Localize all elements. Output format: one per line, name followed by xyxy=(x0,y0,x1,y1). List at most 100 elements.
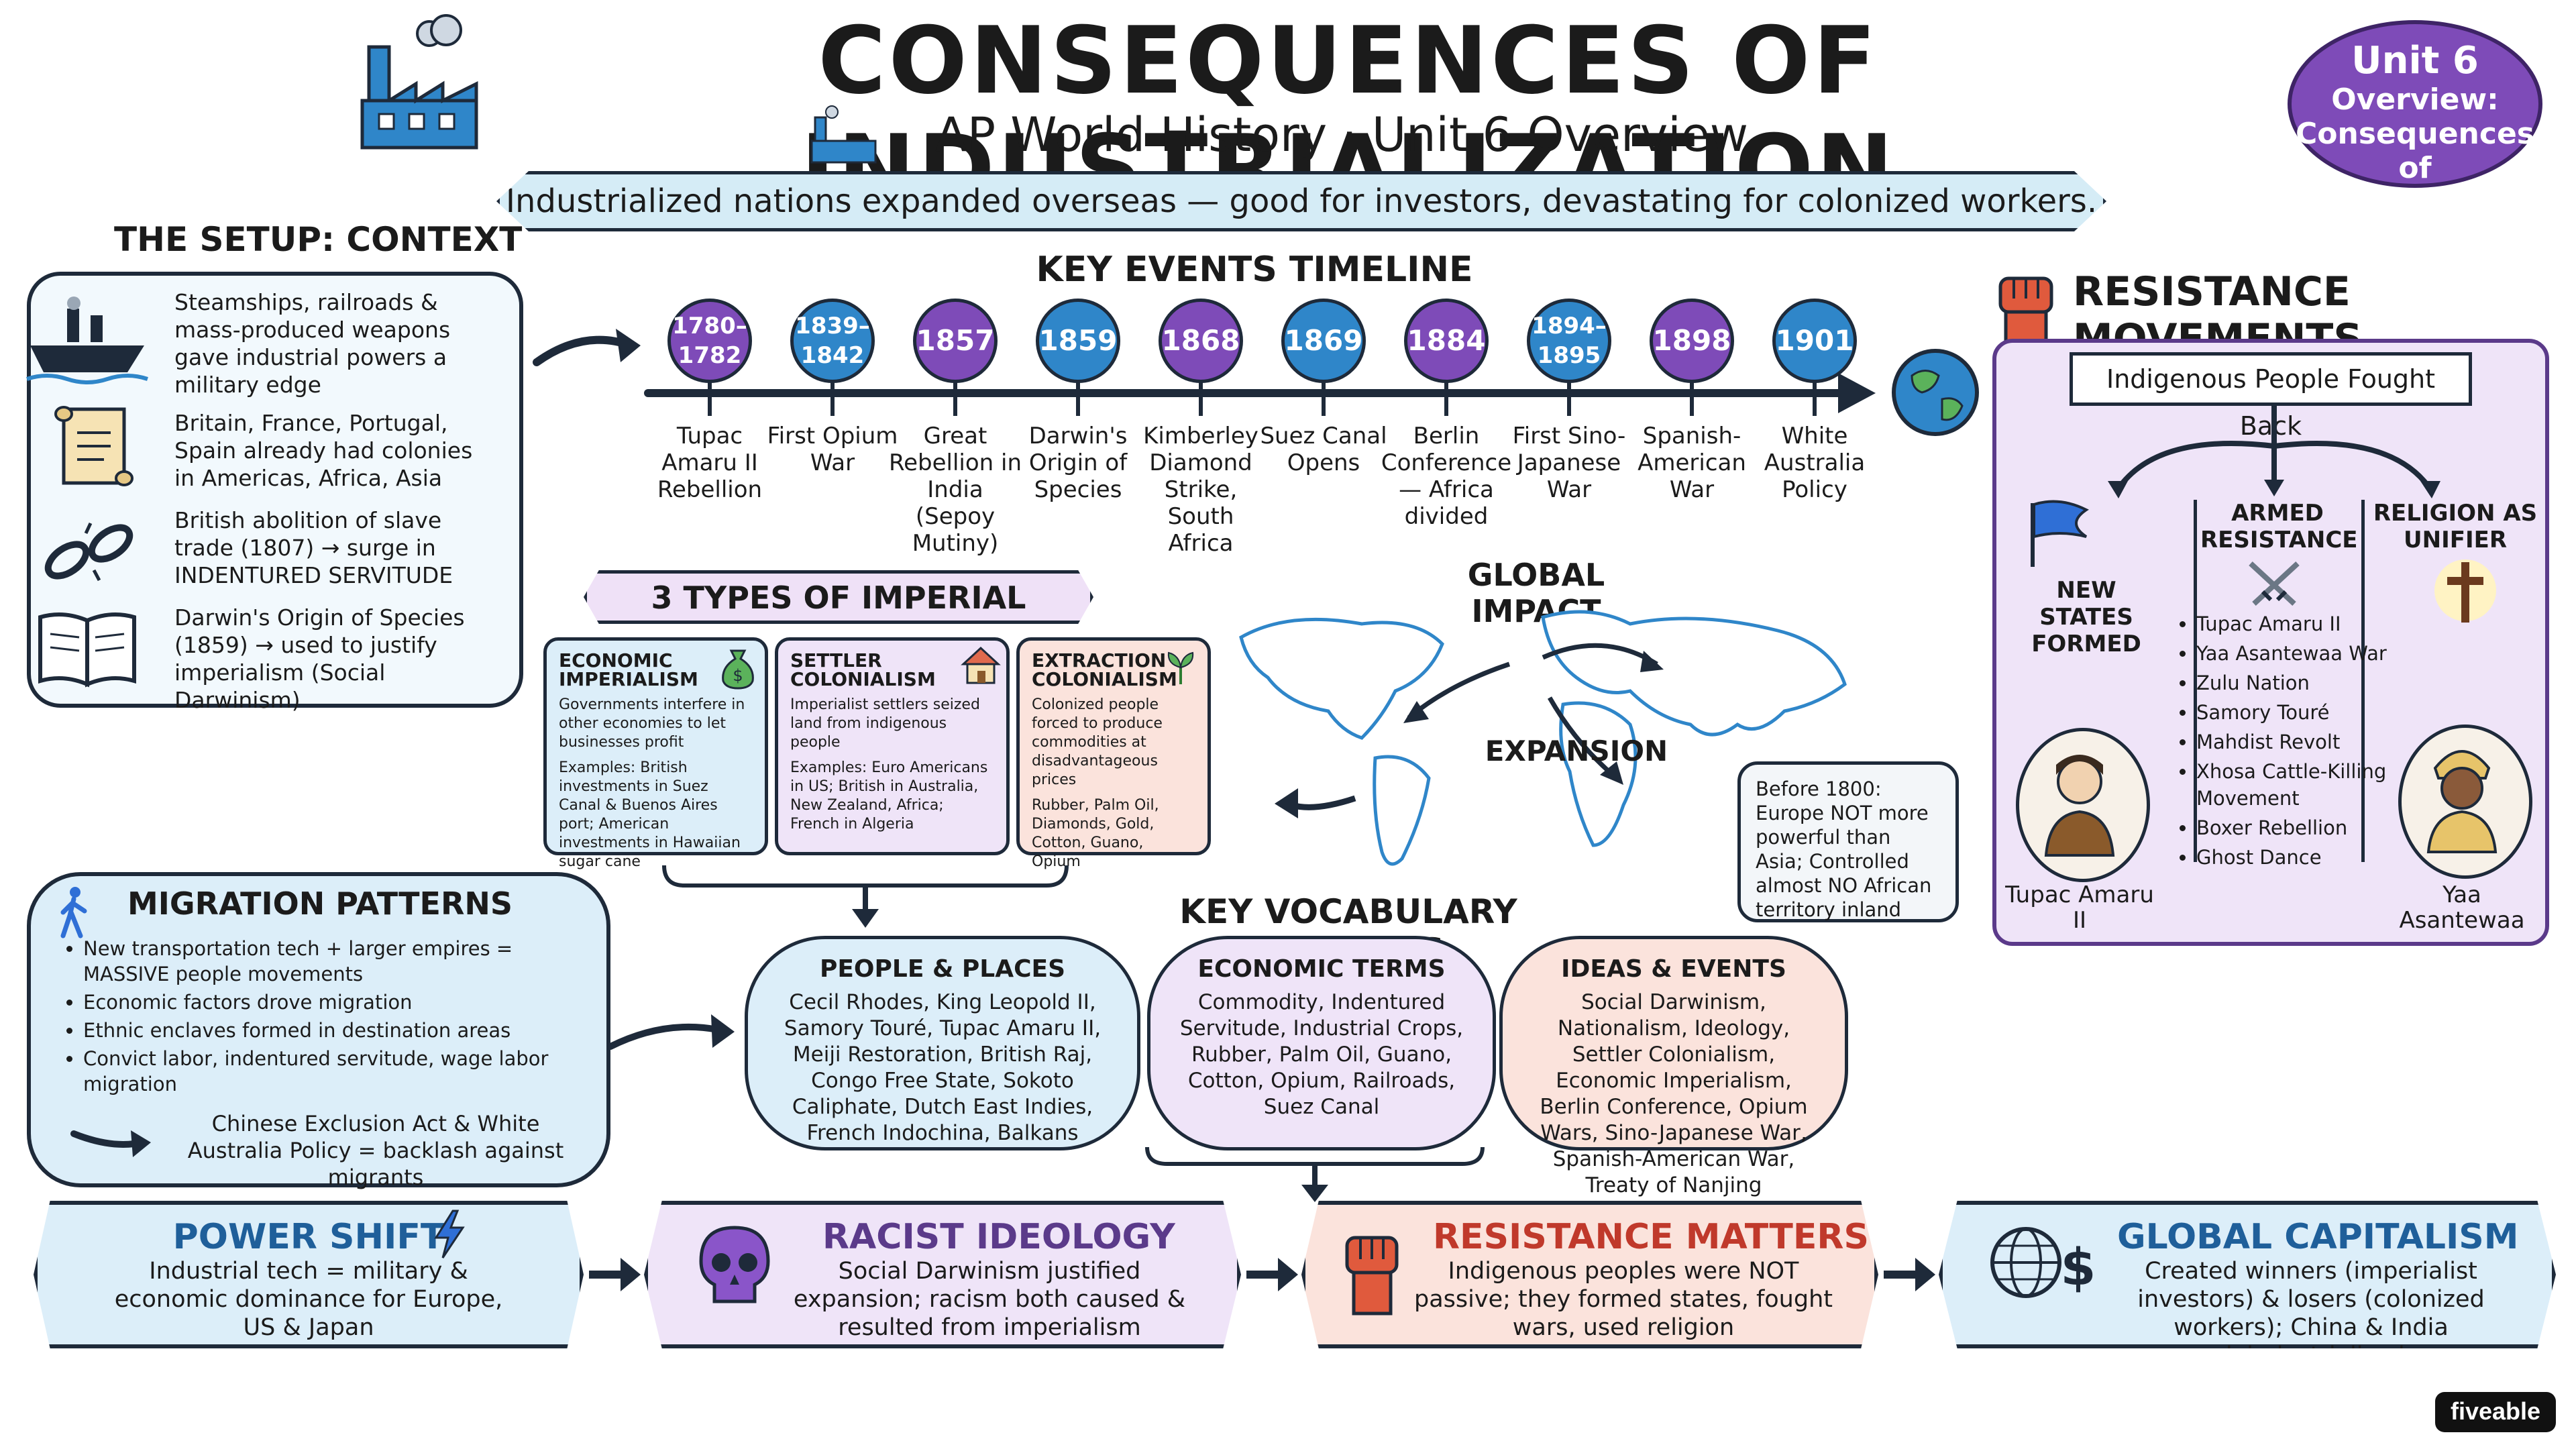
badge-line: Consequences of xyxy=(2296,117,2534,185)
armed-resistance-list: Tupac Amaru II Yaa Asantewaa WarZulu Nati… xyxy=(2167,610,2395,873)
summary-heading: POWER SHIFT xyxy=(172,1217,445,1257)
summary-text: Industrial tech = military & economic do… xyxy=(114,1258,503,1341)
resistance-col-religion: RELIGION AS UNIFIER xyxy=(2373,500,2538,553)
summary-global-capitalism: GLOBAL CAPITALISM Created winners (imper… xyxy=(1939,1201,2556,1348)
imperial-control-title: 3 TYPES OF IMPERIAL CONTROL xyxy=(584,570,1093,624)
migration-list: New transportation tech + larger empires… xyxy=(54,936,590,1099)
resistance-subtitle: Indigenous People Fought Back xyxy=(2070,352,2472,441)
timeline-stem xyxy=(1076,376,1080,416)
column-divider xyxy=(2194,500,2197,862)
timeline-year-dot: 1884 xyxy=(1404,299,1489,383)
vocab-cluster: PEOPLE & PLACES Cecil Rhodes, King Leopo… xyxy=(745,936,1140,1150)
brand-logo: fiveable xyxy=(2435,1392,2556,1432)
resistance-col-new-states: NEW STATES FORMED xyxy=(2031,577,2141,657)
vocab-heading: IDEAS & EVENTS xyxy=(1561,955,1786,983)
globe-dollar-icon: $ xyxy=(1990,1227,2096,1298)
timeline-event-label: First Opium War xyxy=(767,423,898,476)
arrow-right-icon xyxy=(1884,1258,1935,1291)
badge-line: Unit 6 xyxy=(2351,39,2479,83)
small-factory-icon xyxy=(810,105,877,164)
timeline-event-label: Suez Canal Opens xyxy=(1260,423,1387,476)
cross-icon xyxy=(2434,559,2496,623)
migration-item: New transportation tech + larger empires… xyxy=(83,936,590,987)
svg-text:$: $ xyxy=(733,666,743,685)
globe-icon xyxy=(1892,349,1979,436)
summary-power-shift: POWER SHIFT Industrial tech = military &… xyxy=(34,1201,584,1348)
svg-text:$: $ xyxy=(2061,1237,2096,1297)
armed-resistance-item: Boxer Rebellion xyxy=(2196,814,2395,841)
before-1800-note: Before 1800: Europe NOT more powerful th… xyxy=(1737,761,1959,922)
steamship-icon xyxy=(26,297,148,384)
setup-item: British abolition of slave trade (1807) … xyxy=(174,507,453,588)
setup-title: THE SETUP: CONTEXT xyxy=(114,220,523,259)
timeline-event-label: Tupac Amaru II Rebellion xyxy=(657,423,763,503)
timeline-stem xyxy=(1690,376,1694,416)
badge-line: Overview: xyxy=(2331,83,2499,117)
arrow-right-icon xyxy=(607,1014,735,1050)
person-icon xyxy=(2426,750,2498,853)
timeline-stem xyxy=(1444,376,1448,416)
walking-person-icon xyxy=(60,887,87,938)
timeline-event-label: Darwin's Origin of Species xyxy=(1028,423,1128,503)
timeline-stem xyxy=(953,376,957,416)
imperial-type-desc: Imperialist settlers seized land from in… xyxy=(790,696,980,751)
timeline-year-dot: 1780–1782 xyxy=(667,299,752,383)
timeline-stem xyxy=(1813,376,1817,416)
armed-resistance-item: Samory Touré xyxy=(2196,699,2395,726)
tagline-banner: Industrialized nations expanded overseas… xyxy=(496,171,2106,231)
timeline-event-label: First Sino-Japanese War xyxy=(1512,423,1626,503)
summary-text: Social Darwinism justified expansion; ra… xyxy=(793,1258,1186,1341)
migration-panel xyxy=(27,872,610,1187)
bracket-down-arrow xyxy=(662,865,1069,928)
armed-resistance-item: Zulu Nation xyxy=(2196,669,2395,696)
setup-item: Darwin's Origin of Species (1859) → used… xyxy=(174,604,465,713)
summary-resistance-matters: RESISTANCE MATTERS Indigenous peoples we… xyxy=(1301,1201,1878,1348)
summary-text: Created winners (imperialist investors) … xyxy=(2137,1258,2485,1369)
column-divider xyxy=(2361,500,2365,862)
timeline-event-label: Kimberley Diamond Strike, South Africa xyxy=(1143,423,1258,557)
timeline-year-dot: 1857 xyxy=(913,299,998,383)
migration-item: Convict labor, indentured servitude, wag… xyxy=(83,1046,590,1097)
timeline-year-dot: 1901 xyxy=(1772,299,1857,383)
timeline-arrowhead xyxy=(1838,373,1876,413)
migration-title: MIGRATION PATTERNS xyxy=(127,885,513,922)
armed-resistance-item: Tupac Amaru II xyxy=(2196,610,2395,637)
expansion-label: EXPANSION xyxy=(1485,735,1668,767)
arrow-right-icon xyxy=(70,1130,151,1157)
imperial-type-heading: ECONOMIC IMPERIALISM xyxy=(559,649,698,690)
badge-line: Industrialization xyxy=(2292,185,2565,219)
vocab-text: Cecil Rhodes, King Leopold II, Samory To… xyxy=(784,990,1102,1145)
person-icon xyxy=(2044,755,2115,857)
unit-badge: Unit 6 Overview: Consequences of Industr… xyxy=(2288,20,2565,219)
timeline-year-dot: 1868 xyxy=(1159,299,1243,383)
migration-item: Ethnic enclaves formed in destination ar… xyxy=(83,1018,590,1043)
timeline-title: KEY EVENTS TIMELINE xyxy=(1036,250,1473,290)
vocab-heading: ECONOMIC TERMS xyxy=(1197,955,1446,983)
skull-icon xyxy=(699,1226,770,1303)
imperial-type-heading: SETTLER COLONIALISM xyxy=(790,649,936,690)
page-subtitle: AP World History · Unit 6 Overview xyxy=(934,107,1749,162)
imperial-type-examples: Rubber, Palm Oil, Diamonds, Gold, Cotton… xyxy=(1032,797,1159,870)
scroll-icon xyxy=(54,406,133,486)
timeline-year-dot: 1898 xyxy=(1650,299,1734,383)
crossed-swords-icon xyxy=(2249,561,2300,606)
portrait-name: Tupac Amaru II xyxy=(2005,881,2154,934)
summary-heading: GLOBAL CAPITALISM xyxy=(2117,1217,2519,1257)
branch-arrows xyxy=(2108,406,2440,498)
vocab-text: Social Darwinism, Nationalism, Ideology,… xyxy=(1540,990,1808,1197)
armed-resistance-item: Ghost Dance xyxy=(2196,844,2395,871)
imperial-type-card: SETTLER COLONIALISM Imperialist settlers… xyxy=(775,637,1010,855)
migration-footer: Chinese Exclusion Act & White Australia … xyxy=(187,1111,564,1190)
broken-chain-icon xyxy=(44,522,133,582)
timeline-stem xyxy=(1567,376,1571,416)
imperial-type-examples: Examples: British investments in Suez Ca… xyxy=(559,759,741,870)
timeline-year-dot: 1859 xyxy=(1036,299,1120,383)
world-map xyxy=(1239,610,1887,866)
vocab-text: Commodity, Indentured Servitude, Industr… xyxy=(1179,990,1464,1119)
summary-heading: RACIST IDEOLOGY xyxy=(822,1217,1175,1257)
timeline-axis xyxy=(644,389,1858,397)
timeline-stem xyxy=(708,376,712,416)
imperial-type-heading: EXTRACTION COLONIALISM xyxy=(1032,649,1177,690)
timeline-event-label: Berlin Conference — Africa divided xyxy=(1381,423,1512,530)
timeline-stem xyxy=(1199,376,1203,416)
